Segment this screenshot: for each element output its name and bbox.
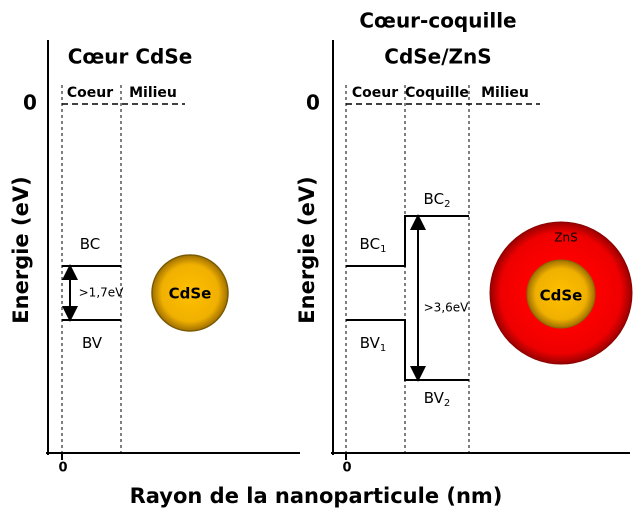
panel-title: Cœur CdSe [68, 45, 193, 69]
level-subscript: 1 [380, 244, 386, 255]
panel-core-shell: Cœur-coquille CdSe/ZnS 0 0 Energie (eV) … [295, 9, 632, 476]
region-label: Coquille [405, 85, 469, 101]
region-label: Milieu [481, 85, 529, 101]
y-axis-label: Energie (eV) [9, 176, 33, 323]
level-label-text: BC [424, 190, 445, 208]
gap-label: >3,6eV [424, 301, 470, 315]
level-label: BV [82, 334, 103, 352]
x-zero: 0 [58, 461, 67, 476]
level-label-text: BV [82, 334, 103, 352]
particle-label: CdSe [169, 285, 212, 303]
panel-title: Cœur-coquille [359, 9, 516, 33]
level-label: BV2 [424, 389, 450, 410]
x-axis-label: Rayon de la nanoparticule (nm) [130, 484, 503, 508]
level-subscript: 2 [444, 398, 450, 409]
level-label-text: BC [80, 235, 101, 253]
region-label: Coeur [352, 85, 398, 101]
level-label: BC2 [424, 190, 451, 211]
x-zero: 0 [342, 461, 351, 476]
gap-label: >1,7eV [79, 286, 125, 300]
panel-core: Cœur CdSe 0 0 Energie (eV) Coeur Milieu … [9, 40, 300, 476]
page: Cœur CdSe 0 0 Energie (eV) Coeur Milieu … [0, 0, 633, 513]
level-label: BC [80, 235, 101, 253]
panel-title: CdSe/ZnS [384, 45, 491, 69]
y-zero: 0 [306, 91, 320, 115]
region-label: Milieu [129, 85, 177, 101]
level-label-text: BC [360, 235, 381, 253]
level-label-text: BV [424, 389, 445, 407]
level-subscript: 2 [444, 199, 450, 210]
particle-label: ZnS [554, 231, 577, 245]
level-label: BC1 [360, 235, 387, 256]
region-label: Coeur [67, 85, 113, 101]
level-subscript: 1 [380, 343, 386, 354]
y-axis-label: Energie (eV) [295, 176, 319, 323]
y-zero: 0 [23, 91, 37, 115]
level-label: BV1 [360, 334, 386, 355]
diagram: Cœur CdSe 0 0 Energie (eV) Coeur Milieu … [0, 0, 633, 513]
particle-label: CdSe [540, 287, 583, 305]
level-label-text: BV [360, 334, 381, 352]
